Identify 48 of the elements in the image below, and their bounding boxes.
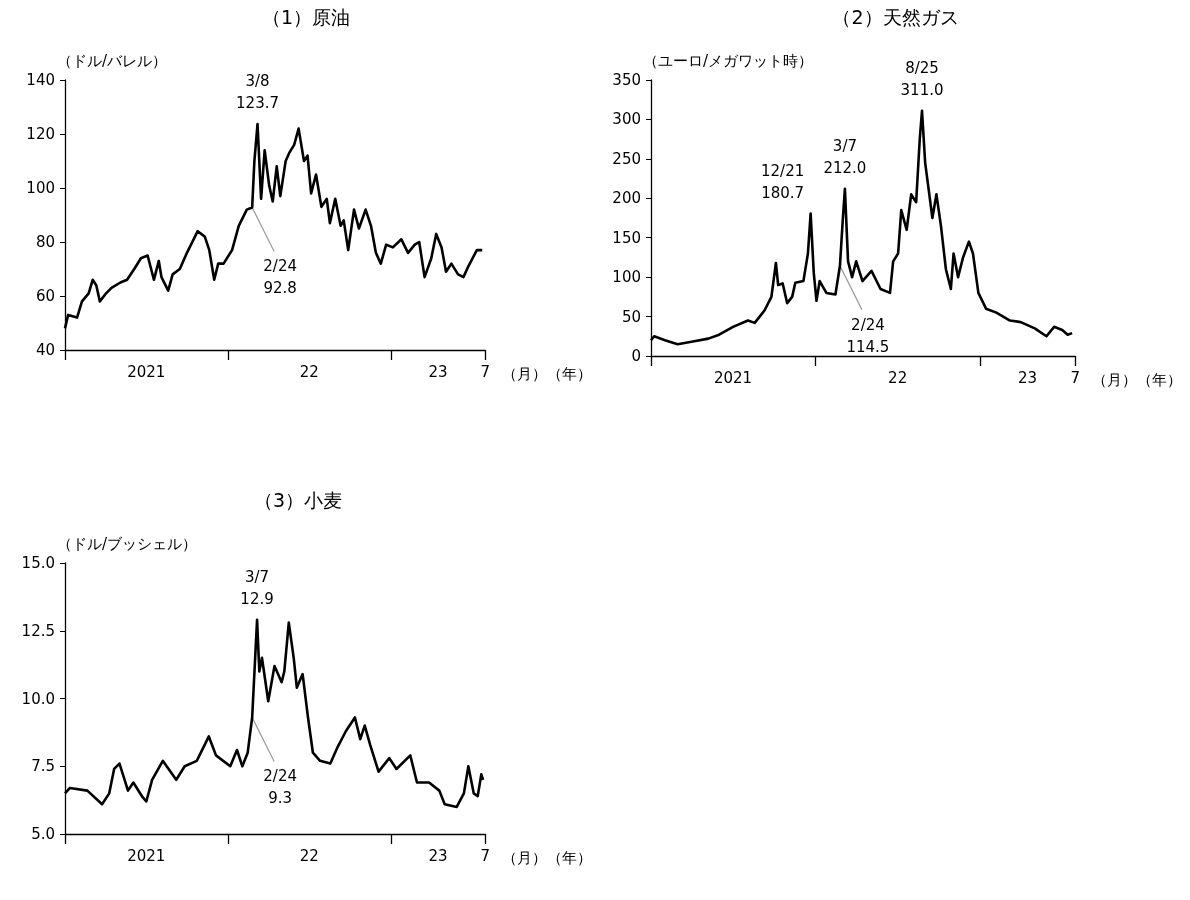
y-tick-label: 5.0 [31, 825, 55, 843]
x-tick-label: 7 [480, 362, 491, 381]
x-tick-label: 2021 [127, 362, 166, 381]
y-tick-label: 50 [621, 307, 641, 326]
y-tick-label: 150 [612, 228, 641, 247]
annotation: 8/25 311.0 [900, 58, 944, 99]
x-axis-title: （月）（年） [1092, 371, 1182, 389]
chart-title: （3）小麦 [253, 488, 343, 511]
x-tick-label: 22 [888, 368, 908, 387]
annotation: 3/7 12.9 [240, 567, 274, 608]
annotation: 3/7 212.0 [823, 136, 867, 177]
y-tick-label: 40 [35, 341, 55, 359]
y-tick-label: 140 [26, 71, 55, 89]
y-axis-title: （ユーロ/メガワット時） [643, 51, 814, 70]
y-axis-title: （ドル/ブッシェル） [57, 534, 198, 553]
annotation: 2/24 9.3 [263, 767, 297, 808]
x-tick-label: 7 [480, 846, 491, 865]
x-tick-label: 23 [1017, 368, 1038, 387]
y-tick-label: 250 [612, 149, 641, 168]
y-tick-label: 350 [612, 71, 641, 89]
y-tick-label: 120 [26, 125, 55, 143]
annotation: 2/24 114.5 [846, 315, 890, 356]
y-tick-label: 12.5 [21, 621, 55, 640]
annotation: 12/21 180.7 [761, 161, 805, 202]
annotation: 2/24 92.8 [263, 257, 297, 298]
x-tick-label: 23 [428, 846, 448, 865]
x-tick-label: 2021 [713, 368, 753, 387]
y-tick-label: 15.0 [21, 554, 55, 572]
x-tick-label: 22 [299, 362, 319, 381]
x-tick-label: 2021 [127, 846, 166, 865]
x-tick-label: 7 [1070, 368, 1081, 387]
y-tick-label: 200 [612, 189, 641, 208]
chart-title: （1）原油 [261, 5, 351, 28]
x-axis-title: （月）（年） [502, 849, 592, 867]
y-axis-title: （ドル/バレル） [57, 51, 168, 70]
y-tick-label: 300 [612, 110, 641, 129]
y-tick-label: 0 [631, 347, 641, 365]
chart-title: （2）天然ガス [832, 5, 959, 28]
x-tick-label: 23 [428, 362, 448, 381]
y-tick-label: 10.0 [21, 689, 55, 708]
y-tick-label: 80 [35, 233, 55, 251]
x-axis-title: （月）（年） [502, 365, 592, 383]
y-tick-label: 100 [612, 268, 641, 287]
y-tick-label: 100 [26, 179, 55, 197]
annotation: 3/8 123.7 [236, 72, 279, 113]
y-tick-label: 60 [35, 287, 55, 305]
x-tick-label: 22 [299, 846, 319, 865]
y-tick-label: 7.5 [31, 757, 55, 776]
